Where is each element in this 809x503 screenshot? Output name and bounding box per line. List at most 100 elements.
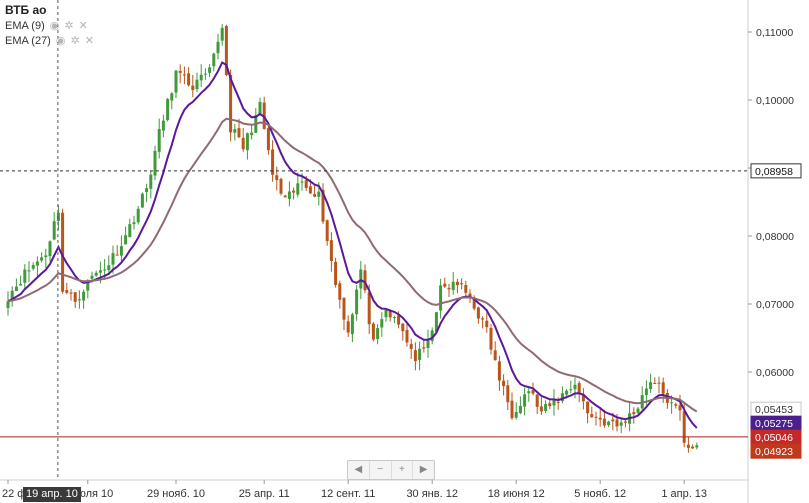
candle-down [502,374,506,396]
candle-body [569,389,573,391]
candle-body [682,411,686,443]
candle-up [107,255,111,276]
candle-up [35,256,39,277]
candle-body [266,128,270,151]
candle-up [636,406,640,416]
candle-body [350,314,354,335]
candle-body [86,280,90,291]
eye-icon[interactable]: ◉ [49,20,60,32]
candle-down [481,316,485,329]
candle-body [229,75,233,133]
crosshair-overlay: 0,08958 0,05453 0,05275 0,05046 0,04923 [0,0,802,480]
candle-body [115,254,119,256]
candle-down [460,278,464,290]
y-tick-label: 0,06000 [756,367,794,379]
candle-body [82,291,86,301]
candle-body [334,261,338,285]
candle-down [271,140,275,182]
candle-body [296,183,300,195]
candle-up [430,327,434,345]
legend: ВТБ ао EMA (9) ◉ ✲ ✕ EMA (27) ◉ ✲ ✕ [5,3,94,48]
candle-down [266,125,270,155]
candle-body [124,235,128,245]
eye-icon[interactable]: ◉ [55,35,66,47]
candle-body [313,194,317,197]
candle-up [380,312,384,337]
candle-up [619,417,623,434]
candle-body [388,310,392,318]
candle-down [413,342,417,371]
candle-down [363,264,367,294]
candle-down [342,297,346,331]
candle-body [451,281,455,291]
candle-body [552,399,556,406]
candle-body [98,270,102,273]
x-tick-label: 22 ф [2,488,26,500]
candle-up [14,278,18,292]
candle-body [476,307,480,319]
price-tag-label: 0,05453 [755,404,793,416]
candle-up [426,329,430,358]
candle-up [31,262,35,271]
candle-down [401,322,405,341]
candle-body [237,128,241,138]
zoom-out-button[interactable]: − [370,461,392,479]
candle-down [493,341,497,361]
candle-body [241,137,245,150]
candle-body [670,402,674,404]
candle-down [329,232,333,272]
candle-down [346,315,350,337]
candle-body [686,444,690,448]
scroll-left-button[interactable]: ◀ [348,461,370,479]
candle-up [527,387,531,402]
ema-fast-label: EMA (9) [5,19,45,32]
scroll-right-button[interactable]: ▶ [419,464,428,475]
close-icon[interactable]: ✕ [78,20,88,32]
gear-icon[interactable]: ✲ [70,35,80,47]
candle-body [581,394,585,402]
candle-body [661,382,665,394]
x-tick-label: 5 нояб. 12 [574,488,626,500]
candle-body [170,93,174,101]
x-tick-label: 18 июня 12 [488,488,545,500]
candle-body [166,99,170,121]
candle-body [678,405,682,411]
candle-up [552,389,556,416]
candle-body [619,422,623,426]
candle-body [695,445,699,448]
candle-body [577,383,581,393]
candle-body [65,290,69,293]
x-tick-label: 29 нояб. 10 [147,488,205,500]
candle-down [661,377,665,403]
candle-body [48,241,52,257]
candle-up [10,286,14,307]
candle-down [241,127,245,152]
candle-down [464,280,468,299]
candle-body [531,390,535,394]
candle-down [371,322,375,342]
gear-icon[interactable]: ✲ [64,20,74,32]
candle-body [510,400,514,419]
candle-down [590,406,594,418]
candle-body [535,394,539,407]
candle-body [384,310,388,318]
candle-body [27,270,31,272]
candle-body [401,323,405,332]
candle-up [434,312,438,333]
candle-body [602,418,606,426]
candle-body [195,79,199,90]
candle-body [203,73,207,75]
candles [6,24,699,453]
zoom-in-button[interactable]: + [392,461,414,479]
candle-body [44,255,48,258]
candle-up [258,97,262,115]
candle-body [271,149,275,175]
candle-down [497,355,501,391]
candle-down [489,323,493,355]
candle-body [292,190,296,193]
candle-body [153,150,157,176]
close-icon[interactable]: ✕ [84,35,94,47]
